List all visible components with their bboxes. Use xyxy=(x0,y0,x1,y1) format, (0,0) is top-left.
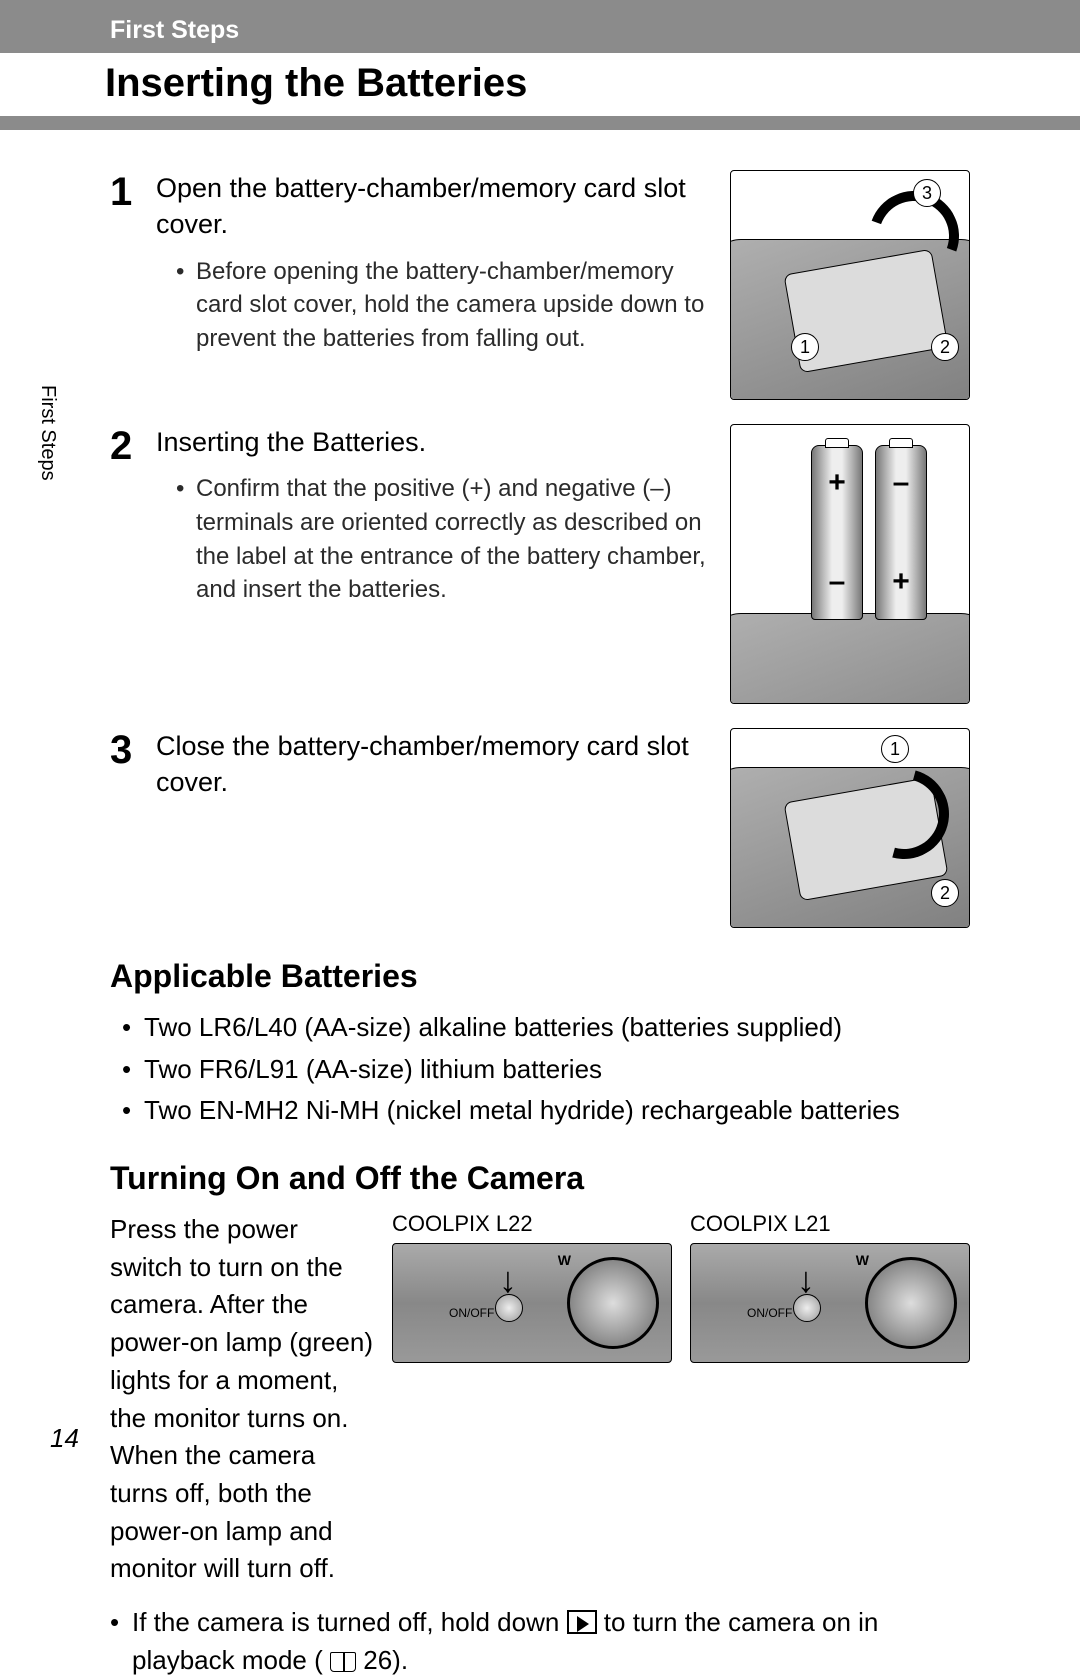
step-3-number: 3 xyxy=(110,728,156,770)
step-3-figure: 1 2 xyxy=(730,728,970,928)
step-1-title: Open the battery-chamber/memory card slo… xyxy=(156,170,710,243)
battery-1-top-sign: + xyxy=(828,466,846,500)
playback-icon xyxy=(567,1610,597,1634)
model-l22-figure: ↓ ON/OFF W xyxy=(392,1243,672,1363)
step-2-title: Inserting the Batteries. xyxy=(156,424,710,460)
model-l21-figure: ↓ ON/OFF W xyxy=(690,1243,970,1363)
step-1-figure: 3 1 2 xyxy=(730,170,970,400)
step-1-text: Open the battery-chamber/memory card slo… xyxy=(156,170,730,362)
after-text-pre: If the camera is turned off, hold down xyxy=(132,1607,567,1637)
battery-1-bottom-sign: – xyxy=(829,565,846,599)
zoom-w-label: W xyxy=(856,1252,869,1268)
model-l21-col: COOLPIX L21 ↓ ON/OFF W xyxy=(690,1211,970,1588)
zoom-w-label: W xyxy=(558,1252,571,1268)
manual-ref-icon xyxy=(330,1652,356,1672)
step-1-figure-col: 3 1 2 xyxy=(730,170,970,400)
battery-2-top-sign: – xyxy=(893,466,910,500)
model-l22-col: COOLPIX L22 ↓ ON/OFF W xyxy=(392,1211,672,1588)
step-3-figure-col: 1 2 xyxy=(730,728,970,928)
after-text-ref: 26). xyxy=(363,1645,408,1675)
battery-2-bottom-sign: + xyxy=(892,565,910,599)
power-button-illustration xyxy=(793,1294,821,1322)
callout-1: 1 xyxy=(791,333,819,361)
page-number: 14 xyxy=(50,1423,79,1454)
callout-2: 2 xyxy=(931,879,959,907)
applicable-item-3: Two EN-MH2 Ni-MH (nickel metal hydride) … xyxy=(122,1092,970,1130)
arrow-down-icon: ↓ xyxy=(797,1262,815,1298)
power-button-illustration xyxy=(495,1294,523,1322)
step-2-bullets: Confirm that the positive (+) and negati… xyxy=(156,472,710,606)
header-band: First Steps Inserting the Batteries xyxy=(0,0,1080,130)
page-title: Inserting the Batteries xyxy=(0,53,1080,116)
step-1-number: 1 xyxy=(110,170,156,212)
step-1-bullets: Before opening the battery-chamber/memor… xyxy=(156,255,710,356)
turning-heading: Turning On and Off the Camera xyxy=(110,1160,970,1197)
lens-ring-icon xyxy=(567,1257,659,1349)
step-1-bullet-1: Before opening the battery-chamber/memor… xyxy=(176,255,710,356)
step-2-bullet-1: Confirm that the positive (+) and negati… xyxy=(176,472,710,606)
model-l21-label: COOLPIX L21 xyxy=(690,1211,970,1237)
applicable-item-1: Two LR6/L40 (AA-size) alkaline batteries… xyxy=(122,1009,970,1047)
battery-1-illustration: + – xyxy=(811,445,863,620)
step-2-figure: + – – + xyxy=(730,424,970,704)
turning-after-bullets: If the camera is turned off, hold down t… xyxy=(110,1604,970,1679)
step-3: 3 Close the battery-chamber/memory card … xyxy=(110,728,970,928)
step-2: 2 Inserting the Batteries. Confirm that … xyxy=(110,424,970,704)
step-1: 1 Open the battery-chamber/memory card s… xyxy=(110,170,970,400)
step-2-text: Inserting the Batteries. Confirm that th… xyxy=(156,424,730,613)
turning-text: Press the power switch to turn on the ca… xyxy=(110,1211,374,1588)
callout-1: 1 xyxy=(881,735,909,763)
applicable-item-2: Two FR6/L91 (AA-size) lithium batteries xyxy=(122,1051,970,1089)
content-area: 1 Open the battery-chamber/memory card s… xyxy=(0,170,1080,1679)
step-2-figure-col: + – – + xyxy=(730,424,970,704)
applicable-list: Two LR6/L40 (AA-size) alkaline batteries… xyxy=(110,1009,970,1130)
turning-row: Press the power switch to turn on the ca… xyxy=(110,1211,970,1588)
camera-body-illustration xyxy=(730,613,970,704)
callout-3: 3 xyxy=(913,179,941,207)
step-3-title: Close the battery-chamber/memory card sl… xyxy=(156,728,710,801)
callout-2: 2 xyxy=(931,333,959,361)
onoff-label: ON/OFF xyxy=(747,1306,792,1320)
turning-after-bullet: If the camera is turned off, hold down t… xyxy=(110,1604,970,1679)
battery-2-illustration: – + xyxy=(875,445,927,620)
arrow-down-icon: ↓ xyxy=(499,1262,517,1298)
side-tab: First Steps xyxy=(36,385,59,481)
step-2-number: 2 xyxy=(110,424,156,466)
lens-ring-icon xyxy=(865,1257,957,1349)
onoff-label: ON/OFF xyxy=(449,1306,494,1320)
step-3-text: Close the battery-chamber/memory card sl… xyxy=(156,728,730,813)
applicable-heading: Applicable Batteries xyxy=(110,958,970,995)
model-l22-label: COOLPIX L22 xyxy=(392,1211,672,1237)
section-label: First Steps xyxy=(0,16,1080,45)
